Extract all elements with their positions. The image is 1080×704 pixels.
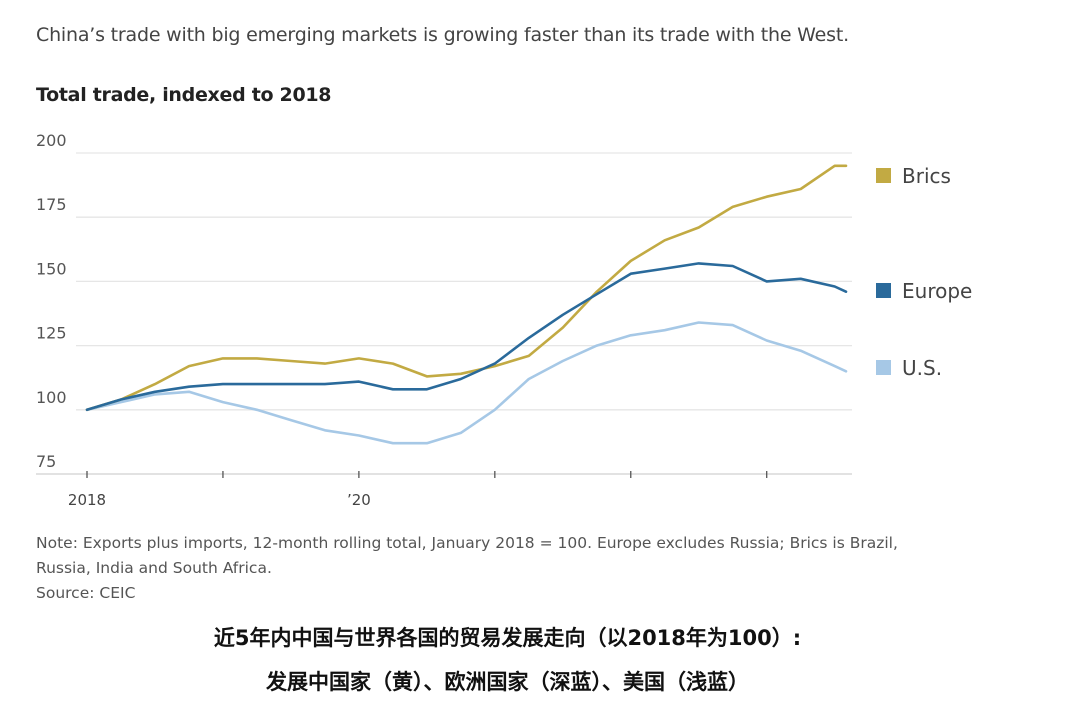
caption-line-2: 发展中国家（黄）、欧洲国家（深蓝）、美国（浅蓝） bbox=[266, 670, 749, 694]
legend-swatch bbox=[876, 360, 891, 375]
series-line-brics bbox=[85, 164, 848, 412]
y-tick-label: 75 bbox=[36, 452, 56, 471]
series-line-europe bbox=[85, 262, 848, 412]
note-line-2: Russia, India and South Africa. bbox=[36, 559, 272, 577]
legend-label: U.S. bbox=[902, 356, 942, 380]
chart-title: Total trade, indexed to 2018 bbox=[36, 84, 332, 106]
caption-line-1: 近5年内中国与世界各国的贸易发展走向（以2018年为100）: bbox=[213, 626, 802, 650]
note-line-1: Note: Exports plus imports, 12-month rol… bbox=[36, 534, 898, 552]
y-tick-label: 200 bbox=[36, 131, 67, 150]
legend-swatch bbox=[876, 283, 891, 298]
legend-label: Brics bbox=[902, 164, 951, 188]
series-line-us bbox=[85, 321, 848, 445]
source-line: Source: CEIC bbox=[36, 584, 136, 602]
y-tick-label: 125 bbox=[36, 324, 67, 343]
x-tick-label: 2018 bbox=[68, 491, 106, 509]
line-chart: 75 100 125 150 175 200 2018 ’20 Brics Europe U.S. bbox=[36, 131, 972, 509]
y-tick-label: 175 bbox=[36, 195, 67, 214]
chart-subtitle: China’s trade with big emerging markets … bbox=[36, 24, 849, 46]
y-tick-label: 150 bbox=[36, 259, 67, 278]
legend-swatch bbox=[876, 168, 891, 183]
y-tick-label: 100 bbox=[36, 388, 67, 407]
legend-label: Europe bbox=[902, 279, 972, 303]
chart-note: Note: Exports plus imports, 12-month rol… bbox=[36, 531, 1026, 606]
x-tick-label: ’20 bbox=[347, 491, 371, 509]
